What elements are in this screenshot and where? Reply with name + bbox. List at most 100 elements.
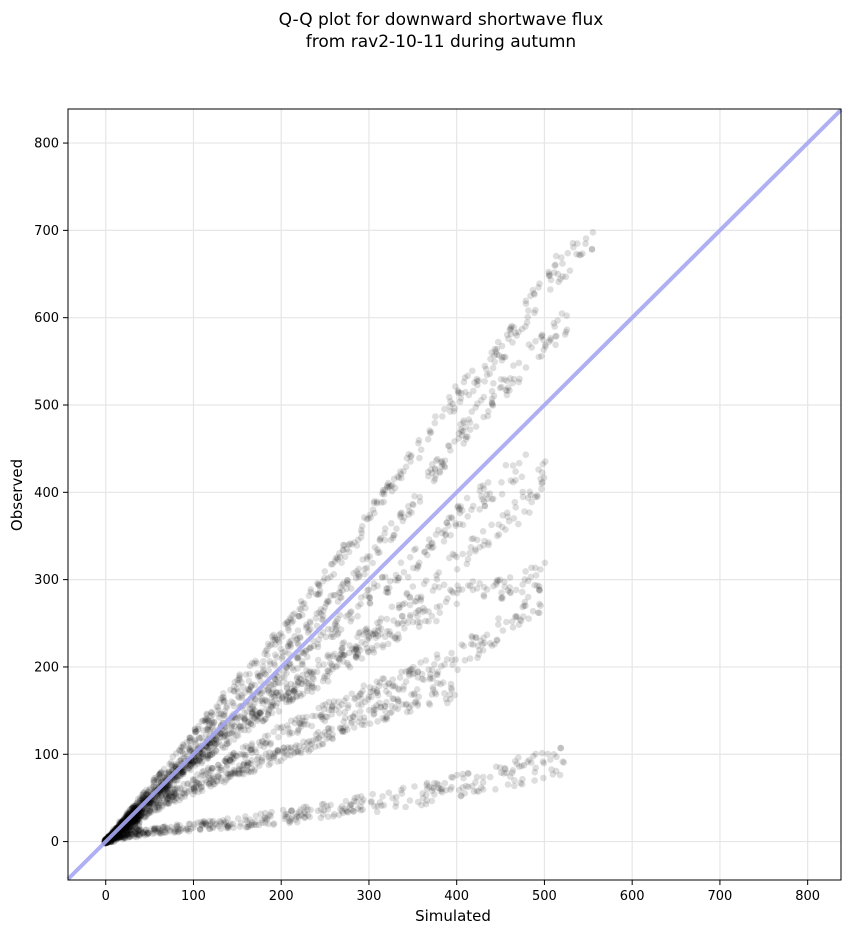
scatter-point (266, 642, 274, 650)
scatter-point (142, 791, 150, 798)
scatter-point (329, 665, 336, 673)
scatter-point (208, 739, 216, 746)
scatter-point (258, 689, 266, 697)
scatter-point (374, 689, 381, 696)
scatter-point (195, 752, 202, 760)
scatter-point (327, 592, 335, 600)
scatter-point (154, 794, 162, 801)
scatter-point (416, 454, 423, 462)
scatter-point (247, 683, 255, 690)
scatter-point (227, 751, 234, 759)
scatter-point (129, 804, 136, 812)
scatter-point (248, 681, 256, 688)
scatter-point (573, 250, 580, 258)
scatter-point (537, 475, 544, 483)
scatter-point (299, 671, 307, 679)
scatter-point (434, 668, 442, 676)
scatter-point (515, 520, 522, 528)
scatter-point (399, 784, 407, 792)
scatter-point (204, 726, 212, 734)
scatter-point (498, 479, 505, 486)
scatter-point (352, 652, 360, 659)
scatter-point (163, 784, 171, 791)
scatter-point (166, 792, 173, 800)
scatter-point (191, 725, 199, 733)
scatter-point (185, 745, 192, 752)
scatter-point (500, 353, 508, 361)
scatter-point (502, 526, 509, 533)
scatter-point (202, 820, 209, 827)
scatter-point (294, 627, 302, 634)
scatter-point (359, 687, 366, 695)
scatter-point (353, 646, 360, 654)
scatter-point (449, 656, 456, 663)
scatter-point (205, 754, 212, 762)
scatter-point (138, 791, 146, 799)
scatter-point (508, 322, 516, 330)
scatter-point (186, 748, 194, 755)
scatter-point (313, 610, 321, 617)
scatter-point (285, 627, 292, 634)
scatter-point (406, 594, 413, 601)
scatter-point (521, 508, 528, 515)
scatter-point (261, 733, 269, 740)
scatter-point (215, 765, 222, 772)
scatter-point (324, 653, 331, 660)
scatter-point (526, 509, 533, 516)
scatter-point (558, 310, 566, 317)
scatter-point (522, 602, 529, 610)
scatter-point (289, 617, 297, 625)
scatter-point (365, 693, 373, 700)
scatter-point (364, 636, 371, 643)
scatter-point (529, 286, 537, 294)
scatter-point (258, 708, 265, 715)
scatter-point (250, 706, 257, 713)
scatter-point (199, 768, 206, 776)
scatter-point (505, 517, 513, 525)
scatter-point (467, 640, 475, 648)
scatter-point (315, 636, 323, 643)
scatter-point (324, 597, 331, 605)
scatter-point (531, 309, 538, 317)
scatter-point (376, 549, 383, 556)
scatter-point (293, 692, 301, 700)
scatter-point (265, 687, 272, 694)
scatter-point (321, 574, 328, 582)
scatter-point (458, 641, 466, 648)
scatter-point (277, 689, 284, 696)
scatter-point (357, 793, 365, 800)
scatter-point (372, 706, 379, 713)
scatter-point (498, 589, 505, 596)
scatter-point (428, 544, 435, 552)
scatter-point (297, 676, 305, 683)
scatter-point (467, 544, 475, 551)
scatter-point (465, 391, 473, 399)
scatter-point (345, 541, 352, 549)
scatter-point (510, 362, 517, 369)
scatter-point (476, 580, 484, 587)
scatter-point (515, 754, 522, 761)
scatter-point (365, 586, 372, 594)
scatter-point (442, 532, 450, 539)
scatter-point (273, 699, 281, 707)
scatter-point (464, 433, 471, 441)
scatter-point (276, 679, 284, 687)
scatter-point (443, 519, 451, 527)
scatter-point (538, 331, 546, 339)
scatter-point (216, 699, 223, 706)
scatter-point (210, 718, 218, 726)
chart-title-line-1: Q-Q plot for downward shortwave flux (279, 10, 604, 30)
scatter-point (341, 728, 348, 735)
scatter-point (238, 694, 246, 701)
scatter-point (332, 627, 339, 635)
scatter-point (359, 806, 367, 813)
scatter-point (417, 595, 425, 602)
scatter-point (512, 504, 519, 511)
scatter-point (251, 715, 258, 722)
scatter-point (414, 618, 421, 626)
scatter-point (344, 580, 352, 588)
scatter-point (237, 722, 244, 730)
scatter-point (324, 625, 332, 633)
scatter-point (340, 658, 347, 665)
